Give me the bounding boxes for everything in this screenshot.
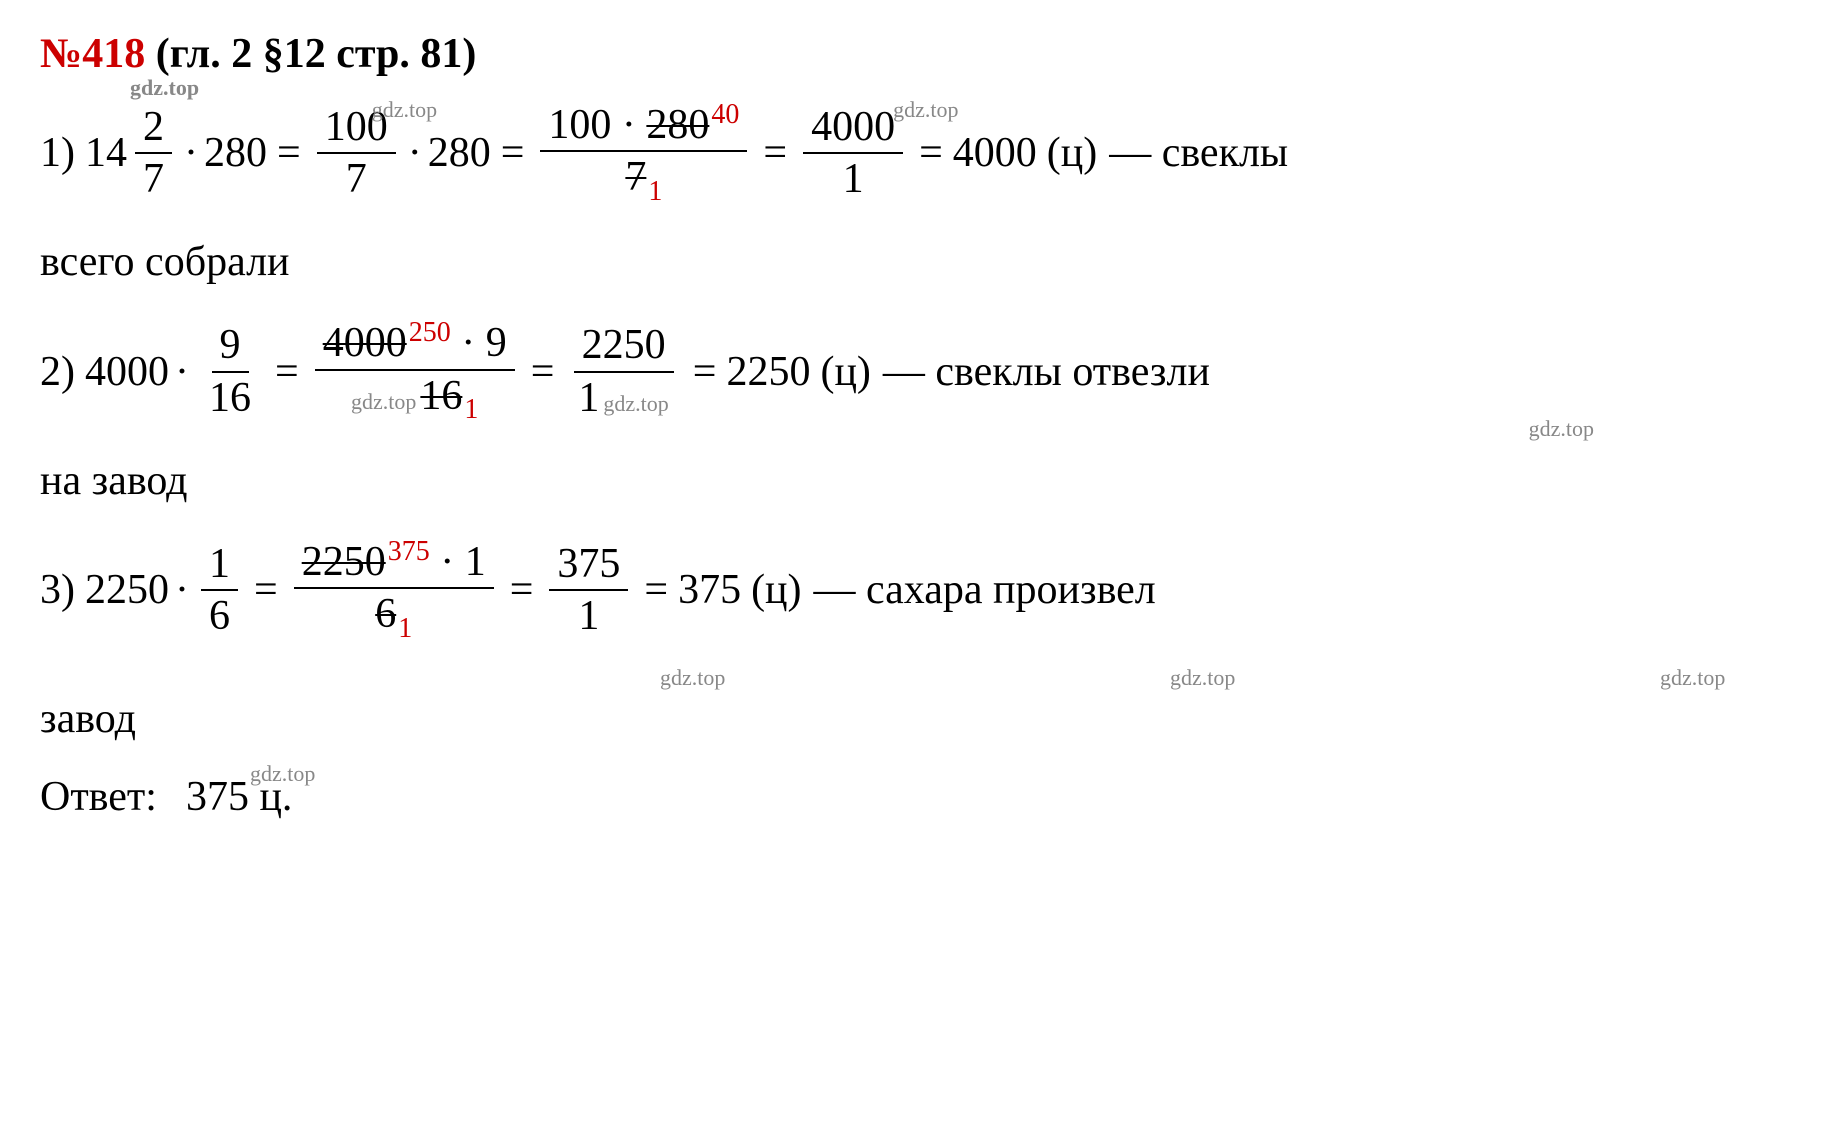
step-2-frac2: 4000250 · 9 gdz.top161	[315, 316, 515, 426]
step-3-frac3-num: 375	[549, 539, 628, 591]
step-1-mult2: 280	[428, 129, 491, 177]
step-2-frac3-den: 1gdz.top	[570, 373, 676, 423]
step-3-frac: 1 6	[201, 539, 238, 642]
equals-icon: =	[693, 348, 717, 396]
equals-icon: =	[254, 566, 278, 614]
equals-icon: =	[501, 129, 525, 177]
watermark: gdz.top	[893, 97, 958, 123]
step-3-frac2-den: 61	[367, 589, 420, 645]
step-1-mixed: 14 2 7	[85, 102, 178, 205]
watermark: gdz.top	[372, 97, 437, 123]
step-3-frac-num: 1	[201, 539, 238, 591]
step-3-frac-den: 6	[201, 591, 238, 641]
step-3-frac2: 2250375 · 1 61	[294, 535, 494, 645]
equals-icon: =	[275, 348, 299, 396]
step-1-frac2-den: 7	[338, 154, 375, 204]
equals-icon: =	[510, 566, 534, 614]
step-2-frac: 9 16	[201, 320, 259, 423]
step-2-tail: — свеклы отвезли	[883, 348, 1210, 396]
watermark: gdz.top	[1170, 665, 1235, 691]
problem-number: №418	[40, 31, 145, 77]
step-1-line: 1) 14 2 7 · 280 = 100 7 gdz.top · 280 = …	[40, 98, 1794, 208]
step-1-frac4: 4000 1 gdz.top	[803, 102, 903, 205]
step-3-unit: (ц)	[751, 566, 801, 614]
problem-title: №418 (гл. 2 §12 стр. 81) gdz.top	[40, 30, 1794, 78]
watermark: gdz.top	[1529, 416, 1594, 442]
step-2-frac3-num: 2250	[574, 320, 674, 372]
step-1-label: 1)	[40, 129, 75, 177]
step-1-unit: (ц)	[1047, 129, 1097, 177]
equals-icon: =	[644, 566, 668, 614]
watermark: gdz.top	[1660, 665, 1725, 691]
step-3-frac2-num: 2250375 · 1	[294, 535, 494, 589]
step-1-frac-den: 7	[135, 154, 172, 204]
step-1-continuation: всего собрали	[40, 238, 1794, 286]
step-3-line: 3) 2250 · 1 6 = 2250375 · 1 61 = 375 1 =…	[40, 535, 1794, 645]
step-1-frac3-den: 71	[617, 152, 670, 208]
step-1-result: 4000	[953, 129, 1037, 177]
step-1-frac3-num: 100 · 28040	[540, 98, 747, 152]
watermark: gdz.top	[351, 389, 416, 414]
step-3-tail: — сахара произвел	[814, 566, 1156, 614]
answer-label: Ответ:	[40, 774, 157, 820]
step-3-frac3: 375 1	[549, 539, 628, 642]
dot-icon: ·	[184, 129, 198, 177]
step-2-result: 2250	[726, 348, 810, 396]
problem-reference: (гл. 2 §12 стр. 81)	[145, 31, 476, 77]
step-1-frac: 2 7	[135, 102, 172, 205]
step-3-a: 2250	[85, 566, 169, 614]
step-2-frac2-den: gdz.top161	[343, 371, 486, 427]
step-1-tail: — свеклы	[1109, 129, 1288, 177]
step-2-label: 2)	[40, 348, 75, 396]
equals-icon: =	[531, 348, 555, 396]
equals-icon: =	[277, 129, 301, 177]
step-2-line: 2) 4000 · 9 16 = 4000250 · 9 gdz.top161 …	[40, 316, 1794, 426]
step-2-frac-num: 9	[212, 320, 249, 372]
step-1-frac3: 100 · 28040 71	[540, 98, 747, 208]
step-3-frac3-den: 1	[570, 591, 607, 641]
step-2-frac-den: 16	[201, 373, 259, 423]
step-3-result: 375	[678, 566, 741, 614]
step-1-frac4-num: 4000	[803, 102, 903, 154]
dot-icon: ·	[408, 129, 422, 177]
step-2-frac3: 2250 1gdz.top	[570, 320, 676, 423]
equals-icon: =	[763, 129, 787, 177]
step-2-frac2-num: 4000250 · 9	[315, 316, 515, 370]
answer-line: Ответ: 375 ц. gdz.top	[40, 773, 1794, 821]
step-1-mult: 280	[204, 129, 267, 177]
watermark: gdz.top	[250, 761, 315, 787]
dot-icon: ·	[175, 566, 189, 614]
step-1-frac4-den: 1	[835, 154, 872, 204]
step-1-whole: 14	[85, 129, 127, 177]
step-2-unit: (ц)	[820, 348, 870, 396]
dot-icon: ·	[175, 348, 189, 396]
watermark: gdz.top	[660, 665, 725, 691]
equals-icon: =	[919, 129, 943, 177]
watermark: gdz.top	[603, 391, 668, 416]
step-2-continuation: на завод	[40, 457, 1794, 505]
step-3-continuation: завод	[40, 695, 1794, 743]
step-2-a: 4000	[85, 348, 169, 396]
step-1-frac-num: 2	[135, 102, 172, 154]
step-1-frac2: 100 7 gdz.top	[317, 102, 396, 205]
step-3-label: 3)	[40, 566, 75, 614]
